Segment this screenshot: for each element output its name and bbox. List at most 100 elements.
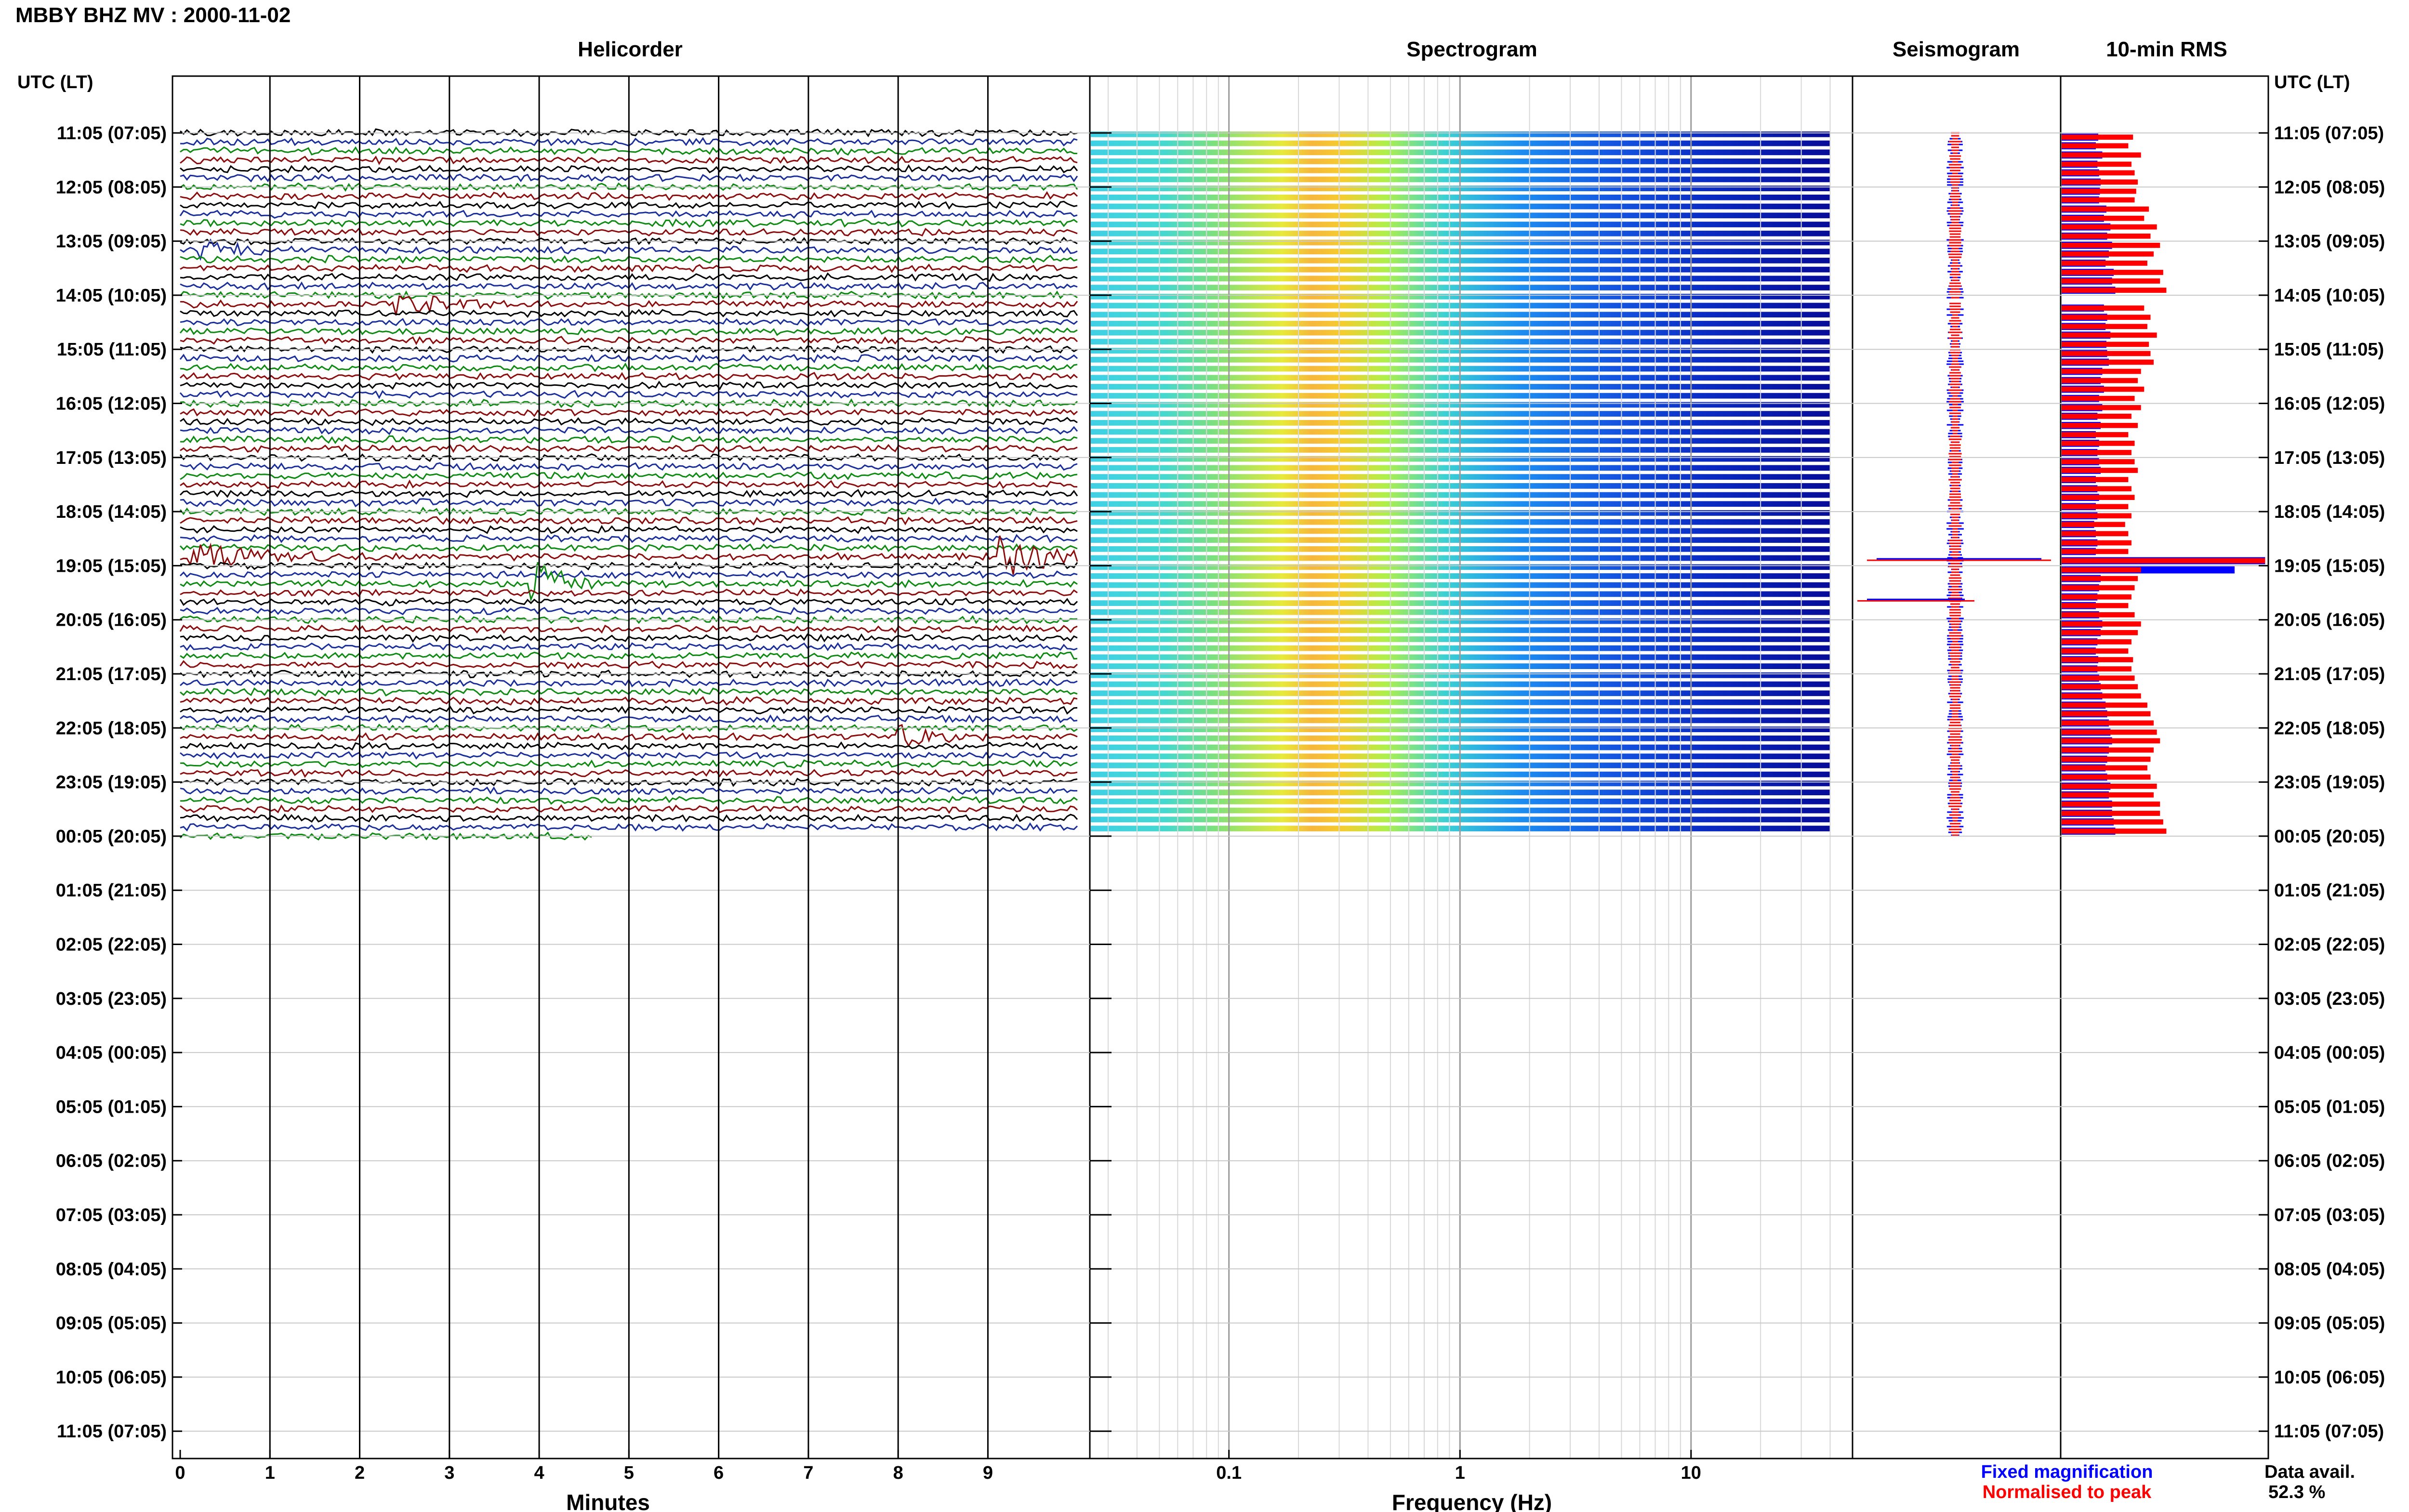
rms-bar-normalised bbox=[2062, 567, 2141, 573]
rms-bar-normalised bbox=[2062, 351, 2151, 356]
left-time-tick-label: 04:05 (00:05) bbox=[56, 1043, 167, 1063]
panel-frames bbox=[172, 75, 2269, 1459]
rms-bar-normalised bbox=[2062, 540, 2131, 546]
rms-bar-normalised bbox=[2062, 170, 2135, 176]
frequency-tick-label: 1 bbox=[1455, 1463, 1465, 1483]
helicorder-panel-title: Helicorder bbox=[578, 38, 683, 61]
rms-bar-normalised bbox=[2062, 324, 2147, 329]
rms-bar-normalised bbox=[2062, 432, 2129, 437]
figure-title: MBBY BHZ MV : 2000-11-02 bbox=[15, 3, 291, 27]
minute-tick-label: 1 bbox=[265, 1463, 275, 1483]
right-time-tick-label: 08:05 (04:05) bbox=[2274, 1259, 2385, 1279]
rms-bar-normalised bbox=[2062, 161, 2131, 167]
rms-bars bbox=[2062, 133, 2265, 835]
right-time-tick-label: 17:05 (13:05) bbox=[2274, 448, 2385, 468]
minute-tick-label: 4 bbox=[534, 1463, 544, 1483]
left-time-tick-label: 15:05 (11:05) bbox=[57, 340, 167, 360]
right-time-tick-label: 07:05 (03:05) bbox=[2274, 1205, 2385, 1225]
left-time-axis-label: UTC (LT) bbox=[17, 72, 93, 92]
rms-bar-normalised bbox=[2062, 143, 2129, 149]
rms-bar-normalised bbox=[2062, 504, 2129, 510]
left-time-tick-label: 09:05 (05:05) bbox=[56, 1314, 167, 1334]
rms-bar-normalised bbox=[2062, 621, 2141, 627]
rms-bar-normalised bbox=[2062, 468, 2138, 473]
minute-tick-label: 6 bbox=[714, 1463, 724, 1483]
rms-bar-normalised bbox=[2062, 459, 2135, 464]
rms-bar-normalised bbox=[2062, 747, 2154, 753]
right-time-tick-label: 14:05 (10:05) bbox=[2274, 286, 2385, 306]
right-time-tick-label: 18:05 (14:05) bbox=[2274, 502, 2385, 522]
rms-bar-normalised bbox=[2062, 811, 2160, 816]
rms-bar-normalised bbox=[2062, 215, 2144, 221]
right-time-tick-label: 12:05 (08:05) bbox=[2274, 177, 2385, 197]
rms-bar-normalised bbox=[2062, 386, 2144, 392]
left-time-tick-label: 20:05 (16:05) bbox=[56, 610, 167, 631]
rms-bar-normalised bbox=[2062, 549, 2129, 554]
left-time-tick-label: 13:05 (09:05) bbox=[56, 232, 167, 252]
rms-bar-normalised bbox=[2062, 278, 2160, 284]
rms-bar-normalised bbox=[2062, 368, 2141, 374]
left-time-tick-label: 11:05 (07:05) bbox=[57, 1421, 167, 1442]
rms-bar-normalised bbox=[2062, 359, 2154, 365]
rms-bar-normalised bbox=[2062, 819, 2163, 825]
right-time-tick-label: 02:05 (22:05) bbox=[2274, 935, 2385, 955]
panel-frame bbox=[2060, 75, 2269, 1459]
left-time-tick-label: 03:05 (23:05) bbox=[56, 989, 167, 1009]
rms-bar-normalised bbox=[2062, 288, 2167, 293]
rms-bar-normalised bbox=[2062, 802, 2160, 807]
left-time-tick-label: 00:05 (20:05) bbox=[56, 827, 167, 847]
left-time-tick-label: 12:05 (08:05) bbox=[56, 177, 167, 197]
legend-fixed-magnification: Fixed magnification bbox=[1981, 1462, 2153, 1482]
rms-bar-normalised bbox=[2062, 702, 2147, 708]
rms-bar-normalised bbox=[2062, 684, 2138, 690]
frequency-tick-label: 10 bbox=[1681, 1463, 1701, 1483]
right-time-tick-label: 04:05 (00:05) bbox=[2274, 1043, 2385, 1063]
rms-bar-normalised bbox=[2062, 738, 2160, 744]
right-time-tick-label: 10:05 (06:05) bbox=[2274, 1367, 2385, 1388]
right-time-tick-label: 16:05 (12:05) bbox=[2274, 394, 2385, 414]
rms-bar-normalised bbox=[2062, 774, 2151, 780]
rms-bar-normalised bbox=[2062, 666, 2131, 671]
minute-tick-label: 9 bbox=[983, 1463, 993, 1483]
right-time-tick-label: 03:05 (23:05) bbox=[2274, 989, 2385, 1009]
rms-bar-normalised bbox=[2062, 242, 2160, 248]
left-time-tick-label: 14:05 (10:05) bbox=[56, 286, 167, 306]
rms-bar-normalised bbox=[2062, 648, 2129, 654]
hour-lines bbox=[172, 76, 2268, 1459]
rms-bar-normalised bbox=[2062, 251, 2154, 257]
rms-bar-normalised bbox=[2062, 342, 2149, 347]
rms-bar-normalised bbox=[2062, 495, 2135, 500]
rms-bar-normalised bbox=[2062, 224, 2157, 230]
rms-bar-normalised bbox=[2062, 270, 2163, 275]
left-time-tick-label: 23:05 (19:05) bbox=[56, 773, 167, 793]
right-time-tick-label: 15:05 (11:05) bbox=[2274, 340, 2384, 360]
seismogram-trace bbox=[1857, 132, 2051, 836]
rms-bar-normalised bbox=[2062, 413, 2131, 419]
left-time-tick-label: 19:05 (15:05) bbox=[56, 556, 167, 576]
rms-bar-normalised bbox=[2062, 206, 2149, 212]
right-time-tick-label: 20:05 (16:05) bbox=[2274, 610, 2385, 631]
rms-bar-normalised bbox=[2062, 422, 2138, 428]
rms-bar-normalised bbox=[2062, 693, 2141, 699]
seismogram-normalised-trace bbox=[1948, 132, 1962, 836]
panel-frame bbox=[172, 75, 1091, 1459]
right-time-tick-label: 19:05 (15:05) bbox=[2274, 556, 2385, 576]
rms-bar-normalised bbox=[2062, 657, 2133, 662]
rms-bar-normalised bbox=[2062, 711, 2151, 717]
rms-bar-normalised bbox=[2062, 765, 2147, 771]
spectrogram-x-axis-label: Frequency (Hz) bbox=[1392, 1490, 1552, 1512]
minute-tick-label: 7 bbox=[803, 1463, 813, 1483]
rms-bar-normalised bbox=[2062, 197, 2135, 203]
rms-bar-normalised bbox=[2062, 513, 2131, 519]
helicorder-x-axis-label: Minutes bbox=[566, 1490, 650, 1512]
rms-bar-normalised bbox=[2062, 261, 2147, 266]
rms-bar-normalised bbox=[2062, 720, 2154, 726]
minute-tick-label: 5 bbox=[624, 1463, 634, 1483]
right-time-tick-label: 11:05 (07:05) bbox=[2274, 1421, 2384, 1442]
left-time-tick-label: 02:05 (22:05) bbox=[56, 935, 167, 955]
left-time-tick-label: 07:05 (03:05) bbox=[56, 1205, 167, 1225]
right-time-tick-label: 01:05 (21:05) bbox=[2274, 881, 2385, 901]
rms-bar-normalised bbox=[2062, 332, 2157, 338]
left-time-tick-label: 21:05 (17:05) bbox=[56, 664, 167, 684]
rms-bar-normalised bbox=[2062, 531, 2129, 537]
